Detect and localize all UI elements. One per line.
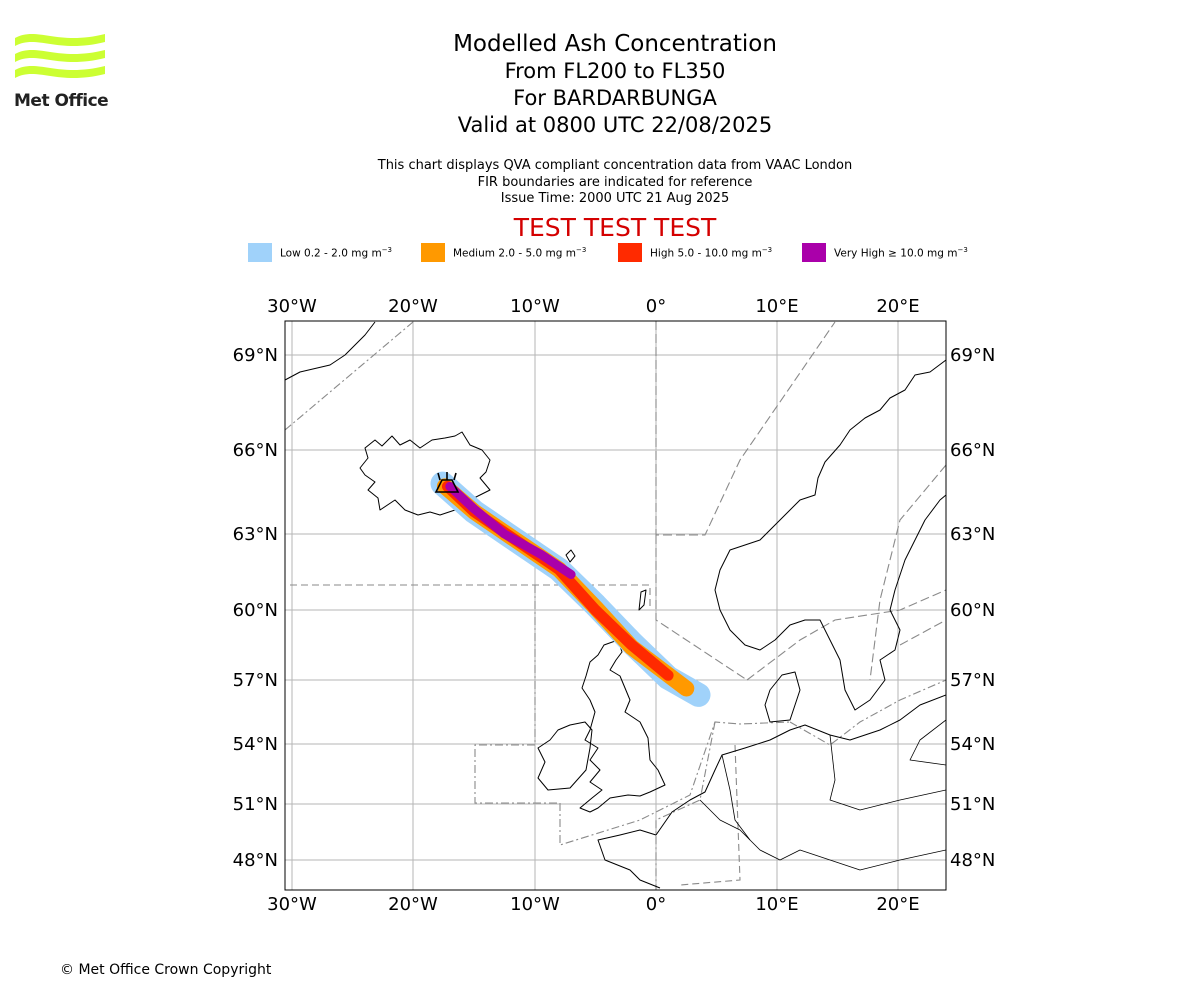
lon-tick-label: 20°W: [388, 894, 438, 915]
lon-tick-label: 10°W: [510, 296, 560, 317]
coastlines: [285, 321, 946, 889]
lat-tick-label: 51°N: [950, 794, 995, 815]
legend-swatch-low: [248, 243, 272, 262]
lon-tick-label: 30°W: [267, 894, 317, 915]
lat-ticks-right: 69°N 66°N 63°N 60°N 57°N 54°N 51°N 48°N: [950, 345, 995, 871]
legend-item-very-high: Very High ≥ 10.0 mg m−3: [802, 243, 968, 262]
legend: Low 0.2 - 2.0 mg m−3 Medium 2.0 - 5.0 mg…: [0, 243, 1200, 265]
legend-item-medium: Medium 2.0 - 5.0 mg m−3: [421, 243, 586, 262]
lon-tick-label: 10°E: [755, 894, 798, 915]
issue-time: Issue Time: 2000 UTC 21 Aug 2025: [500, 191, 730, 206]
chart-title: Modelled Ash Concentration: [453, 31, 777, 57]
lat-tick-label: 69°N: [233, 345, 278, 366]
subtitle-block: This chart displays QVA compliant concen…: [300, 158, 930, 208]
lat-tick-label: 60°N: [950, 600, 995, 621]
copyright: © Met Office Crown Copyright: [60, 962, 272, 978]
coast-france: [597, 829, 661, 889]
lon-tick-label: 10°W: [510, 894, 560, 915]
met-office-waves-icon: [15, 34, 105, 78]
lat-tick-label: 48°N: [950, 850, 995, 871]
lon-ticks-bottom: 30°W 20°W 10°W 0° 10°E 20°E: [267, 894, 919, 915]
lon-tick-label: 10°E: [755, 296, 798, 317]
volcano-name: For BARDARBUNGA: [513, 86, 717, 110]
legend-item-high: High 5.0 - 10.0 mg m−3: [618, 243, 772, 262]
lon-tick-label: 30°W: [267, 296, 317, 317]
legend-label-low: Low 0.2 - 2.0 mg m−3: [280, 245, 393, 260]
legend-label-medium: Medium 2.0 - 5.0 mg m−3: [453, 245, 587, 260]
volcano-icon: [434, 472, 460, 493]
met-office-logo: Met Office: [12, 28, 112, 113]
lat-tick-label: 69°N: [950, 345, 995, 366]
plume-very-high: [445, 481, 576, 579]
map-frame: [284, 320, 947, 891]
lat-tick-label: 57°N: [950, 670, 995, 691]
lat-tick-label: 54°N: [233, 734, 278, 755]
coast-iceland: [359, 431, 491, 516]
legend-label-very-high: Very High ≥ 10.0 mg m−3: [834, 245, 968, 260]
lat-tick-label: 57°N: [233, 670, 278, 691]
lon-tick-label: 0°: [646, 296, 666, 317]
title-block: Modelled Ash Concentration From FL200 to…: [300, 30, 930, 139]
lat-tick-label: 60°N: [233, 600, 278, 621]
logo-text: Met Office: [14, 91, 109, 111]
lon-ticks-top: 30°W 20°W 10°W 0° 10°E 20°E: [267, 296, 919, 317]
lat-tick-label: 66°N: [950, 440, 995, 461]
flight-level-range: From FL200 to FL350: [504, 59, 726, 83]
coast-scandinavia: [714, 359, 946, 711]
lon-tick-label: 20°E: [876, 894, 919, 915]
lat-tick-label: 54°N: [950, 734, 995, 755]
legend-item-low: Low 0.2 - 2.0 mg m−3: [248, 243, 392, 262]
lat-tick-label: 63°N: [233, 524, 278, 545]
lat-tick-label: 51°N: [233, 794, 278, 815]
ash-plume: [430, 471, 711, 707]
legend-swatch-medium: [421, 243, 445, 262]
legend-swatch-high: [618, 243, 642, 262]
lon-tick-label: 20°W: [388, 296, 438, 317]
legend-label-high: High 5.0 - 10.0 mg m−3: [650, 245, 773, 260]
lon-tick-label: 0°: [646, 894, 666, 915]
lon-tick-label: 20°E: [876, 296, 919, 317]
graticule: [285, 321, 946, 890]
lat-tick-label: 48°N: [233, 850, 278, 871]
fir-boundaries: [285, 321, 946, 890]
coast-great-britain: [579, 639, 666, 813]
coast-continent: [655, 694, 946, 836]
coast-denmark: [764, 671, 801, 723]
coast-ireland: [537, 721, 593, 791]
lat-tick-label: 66°N: [233, 440, 278, 461]
test-banner: TEST TEST TEST: [513, 213, 717, 242]
legend-swatch-very-high: [802, 243, 826, 262]
subtitle-fir: FIR boundaries are indicated for referen…: [477, 174, 753, 190]
lat-tick-label: 63°N: [950, 524, 995, 545]
valid-time: Valid at 0800 UTC 22/08/2025: [457, 113, 773, 137]
lat-ticks-left: 69°N 66°N 63°N 60°N 57°N 54°N 51°N 48°N: [233, 345, 278, 871]
subtitle-source: This chart displays QVA compliant concen…: [377, 158, 853, 173]
